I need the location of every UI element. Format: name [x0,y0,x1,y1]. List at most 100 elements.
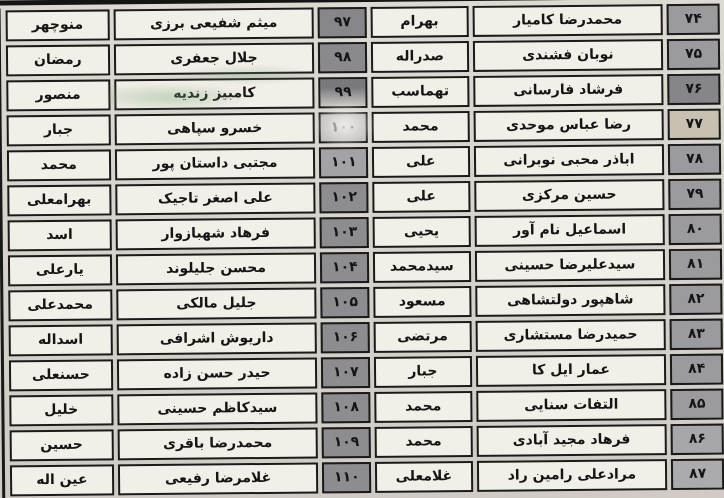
full-name-a-cell: رضا عباس موحدی [473,109,665,142]
first-name-b-cell: منوچهر [5,9,110,42]
first-name-b-cell: یارعلی [7,254,112,287]
full-name-b-cell: سیدکاظم حسینی [116,392,318,426]
table-row: ۷۴ محمدرضا کامیار بهرام ۹۷ میثم شفیعی بر… [5,3,720,42]
table-row: ۷۷ رضا عباس موحدی محمد ۱۰۰ خسرو سپاهی جب… [6,108,721,147]
row-index-cell: ۷۵ [667,38,721,71]
roster-table-body: ۷۴ محمدرضا کامیار بهرام ۹۷ میثم شفیعی بر… [5,3,724,497]
table-row: ۷۸ اباذر محبی نوبرانی علی ۱۰۱ مجتبی داست… [6,143,722,182]
table-row: ۷۶ فرشاد فارسانی تهماسب ۹۹ کامبیز زندیه … [6,73,721,112]
first-name-b-cell: محمد [6,149,111,182]
first-name-a-cell: بهرام [370,5,469,38]
row-index-cell: ۸۲ [669,283,723,316]
table-row: ۷۵ نوبان فشندی صدراله ۹۸ جلال جعفری رمضا… [5,38,721,77]
table-row: ۸۴ عمار ایل کا جبار ۱۰۷ حیدر حسن زاده حس… [8,353,724,392]
first-name-a-cell: صدراله [371,40,469,73]
first-name-a-cell: محمد [374,390,473,423]
serial-number-cell: ۹۷ [317,6,367,39]
first-name-a-cell: تهماسب [371,75,470,108]
serial-number-cell: ۱۰۴ [320,251,370,284]
first-name-b-cell: محمدعلی [8,289,113,322]
serial-number-cell: ۱۰۷ [321,356,371,389]
full-name-a-cell: حسین مرکزی [473,179,665,212]
row-index-cell: ۸۵ [670,388,724,421]
full-name-b-cell: محمدرضا باقری [117,427,319,461]
serial-number-cell: ۱۰۰ [318,111,368,144]
first-name-a-cell: محمد [371,110,470,143]
row-index-cell: ۸۳ [669,318,723,351]
table-row: ۸۱ سیدعلیرضا حسینی سیدمحمد ۱۰۴ محسن جلیل… [7,248,723,287]
serial-number-cell: ۱۰۸ [321,391,371,424]
first-name-a-cell: مسعود [373,285,472,318]
full-name-a-cell: التفات سنایی [475,389,667,422]
full-name-b-cell: میثم شفیعی برزی [113,7,315,41]
full-name-a-cell: سیدعلیرضا حسینی [474,249,666,282]
row-index-cell: ۷۸ [668,143,722,176]
table-row: ۷۹ حسین مرکزی علی ۱۰۲ علی اصغر تاجیک بهر… [7,178,722,217]
first-name-b-cell: بهرامعلی [7,184,112,217]
first-name-b-cell: حسین [9,429,114,462]
full-name-b-cell: کامبیز زندیه [113,77,315,111]
full-name-a-cell: مرادعلی رامین راد [476,459,668,492]
first-name-b-cell: جبار [6,114,111,147]
first-name-a-cell: جبار [374,355,472,388]
full-name-b-cell: علی اصغر تاجیک [114,182,316,216]
row-index-cell: ۷۹ [668,178,722,211]
first-name-a-cell: غلامعلی [375,460,473,493]
serial-number-cell: ۱۰۳ [320,216,369,249]
row-index-cell: ۸۱ [669,248,723,281]
first-name-a-cell: سیدمحمد [373,250,471,283]
row-index-cell: ۸۷ [671,458,724,491]
full-name-a-cell: شاهپور دولتشاهی [474,284,666,317]
full-name-a-cell: حمیدرضا مستشاری [475,319,667,352]
full-name-b-cell: محسن جلیلوند [115,252,317,286]
serial-number-cell: ۱۰۲ [319,181,369,214]
table-row: ۸۵ التفات سنایی محمد ۱۰۸ سیدکاظم حسینی خ… [9,388,724,427]
full-name-b-cell: جلال جعفری [113,42,315,76]
table-row: ۸۶ فرهاد مجید آبادی محمد ۱۰۹ محمدرضا باق… [9,423,724,462]
full-name-b-cell: فرهاد شهبازوار [115,217,317,251]
serial-number-cell: ۹۹ [318,76,368,109]
full-name-b-cell: جلیل مالکی [115,287,317,321]
row-index-cell: ۸۶ [670,423,724,456]
full-name-a-cell: محمدرضا کامیار [472,4,664,37]
first-name-a-cell: مرتضی [373,320,472,353]
table-row: ۸۷ مرادعلی رامین راد غلامعلی ۱۱۰ غلامرضا… [9,458,724,497]
first-name-b-cell: خلیل [9,394,114,427]
first-name-a-cell: محمد [374,425,473,458]
serial-number-cell: ۱۰۹ [322,426,372,459]
serial-number-cell: ۱۰۵ [320,286,370,319]
first-name-b-cell: اسداله [8,324,113,357]
full-name-a-cell: نوبان فشندی [472,39,664,72]
full-name-a-cell: فرهاد مجید آبادی [476,424,668,457]
full-name-b-cell: مجتبی داستان پور [114,147,316,181]
table-row: ۸۳ حمیدرضا مستشاری مرتضی ۱۰۶ داریوش اشرا… [8,318,723,357]
full-name-a-cell: اسماعیل نام آور [474,214,666,247]
first-name-a-cell: علی [372,180,471,213]
first-name-a-cell: علی [372,145,470,178]
first-name-a-cell: یحیی [372,215,471,248]
row-index-cell: ۸۴ [670,353,724,386]
serial-number-cell: ۱۰۶ [321,321,370,354]
row-index-cell: ۸۰ [668,213,722,246]
full-name-a-cell: عمار ایل کا [475,354,667,387]
first-name-b-cell: حسنعلی [8,359,113,392]
serial-number-cell: ۹۸ [318,41,368,74]
first-name-b-cell: اسد [7,219,112,252]
row-index-cell: ۷۷ [667,108,721,141]
full-name-b-cell: داریوش اشرافی [116,322,318,356]
full-name-a-cell: اباذر محبی نوبرانی [473,144,665,177]
full-name-b-cell: حیدر حسن زاده [116,357,318,391]
first-name-b-cell: منصور [6,79,111,112]
serial-number-cell: ۱۱۰ [322,461,372,494]
row-index-cell: ۷۴ [666,3,720,36]
table-row: ۸۰ اسماعیل نام آور یحیی ۱۰۳ فرهاد شهبازو… [7,213,722,252]
full-name-b-cell: خسرو سپاهی [114,112,316,146]
serial-number-cell: ۱۰۱ [319,146,369,179]
full-name-b-cell: غلامرضا رفیعی [117,462,319,496]
first-name-b-cell: عین اله [9,464,114,497]
table-row: ۸۲ شاهپور دولتشاهی مسعود ۱۰۵ جلیل مالکی … [8,283,723,322]
full-name-a-cell: فرشاد فارسانی [472,74,664,107]
